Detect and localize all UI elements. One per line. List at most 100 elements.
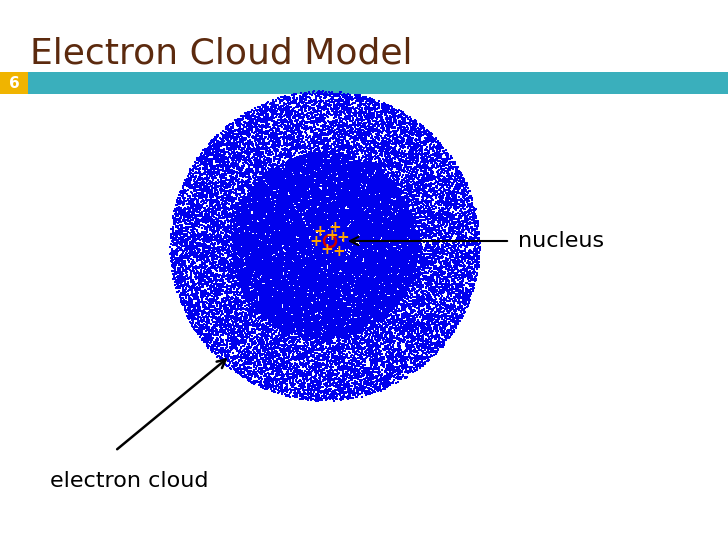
Point [472,253,483,262]
Point [278,346,290,354]
Point [365,139,377,147]
Point [244,191,256,200]
Point [468,218,480,227]
Point [273,342,285,351]
Point [349,278,361,287]
Point [360,239,372,248]
Point [405,359,417,367]
Point [270,273,282,282]
Point [236,253,248,262]
Point [381,312,393,321]
Point [269,220,281,229]
Point [346,194,357,203]
Point [378,232,389,240]
Point [333,377,344,385]
Point [292,345,304,353]
Point [381,156,393,164]
Point [356,269,368,277]
Point [324,217,336,226]
Point [336,114,347,123]
Point [296,257,308,266]
Point [244,192,256,201]
Point [395,242,406,251]
Point [467,212,478,221]
Point [293,102,304,110]
Point [280,317,292,325]
Point [318,147,330,156]
Point [333,376,345,385]
Point [264,380,276,389]
Point [395,216,407,225]
Point [284,272,296,281]
Point [367,249,379,258]
Point [253,220,265,229]
Point [429,246,440,254]
Point [247,185,258,194]
Point [256,109,267,117]
Point [258,240,270,248]
Point [288,325,300,334]
Point [298,278,310,287]
Point [374,192,386,201]
Point [208,301,220,310]
Point [371,198,383,206]
Point [295,328,306,336]
Point [261,182,272,191]
Point [350,263,362,272]
Point [376,272,388,281]
Point [325,245,337,253]
Point [430,307,442,316]
Point [258,283,270,292]
Point [360,239,372,248]
Point [290,251,301,260]
Point [317,360,328,369]
Point [248,361,260,370]
Point [320,181,332,190]
Point [198,216,210,224]
Point [270,290,282,299]
Point [272,218,284,227]
Point [245,254,257,263]
Point [240,210,252,218]
Point [326,317,338,326]
Point [199,332,211,341]
Point [297,334,309,342]
Point [408,297,419,306]
Point [379,301,391,310]
Point [242,169,253,177]
Point [326,387,338,396]
Point [367,278,379,287]
Point [391,198,403,206]
Point [279,346,290,355]
Point [257,304,269,312]
Point [302,301,314,310]
Point [258,284,270,293]
Point [203,205,215,213]
Point [451,175,462,183]
Point [274,194,285,203]
Point [400,275,412,284]
Point [320,287,332,296]
Point [366,192,378,200]
Point [418,190,430,199]
Point [279,361,290,370]
Point [199,235,211,244]
Point [378,290,389,299]
Point [432,283,443,292]
Point [384,112,396,121]
Point [428,265,440,274]
Point [336,161,348,170]
Point [196,197,207,205]
Point [363,111,374,120]
Point [411,240,422,248]
Point [290,249,301,258]
Point [261,259,273,268]
Point [267,138,279,147]
Point [202,289,214,298]
Point [323,123,335,132]
Point [387,290,398,299]
Point [262,211,274,220]
Point [317,193,329,202]
Point [389,251,400,259]
Point [386,289,397,298]
